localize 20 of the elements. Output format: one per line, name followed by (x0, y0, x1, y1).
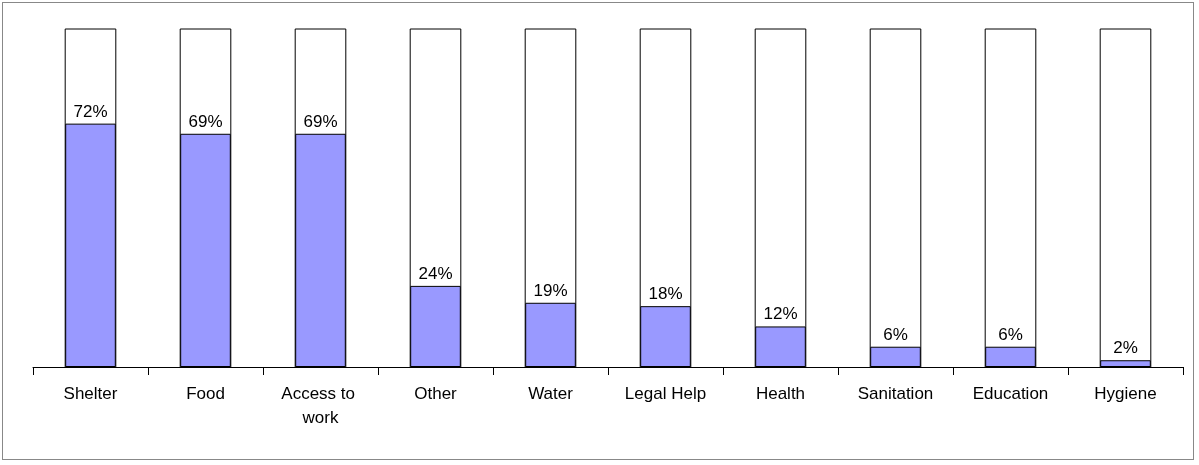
x-tick-label: Other (414, 383, 458, 403)
data-label: 18% (648, 284, 683, 304)
x-tick-label: Legal Help (624, 383, 707, 403)
data-label: 2% (1113, 338, 1138, 358)
data-label: 72% (73, 101, 108, 121)
data-label: 69% (303, 111, 338, 131)
data-label: 6% (883, 324, 908, 344)
x-tick-label: Sanitation (857, 383, 934, 403)
data-label: 19% (533, 280, 568, 300)
x-tick-label: Education (972, 383, 1049, 403)
x-tick-label: Food (186, 383, 225, 403)
x-tick-label: Shelter (63, 383, 118, 403)
data-label: 6% (998, 324, 1023, 344)
x-tick-label: Health (755, 383, 806, 403)
data-label: 69% (188, 111, 223, 131)
data-label: 24% (418, 263, 453, 283)
x-tick-label: Access to work (281, 383, 360, 427)
data-label: 12% (763, 304, 798, 324)
x-tick-label: Water (528, 383, 574, 403)
x-tick-label: Hygiene (1094, 383, 1157, 403)
